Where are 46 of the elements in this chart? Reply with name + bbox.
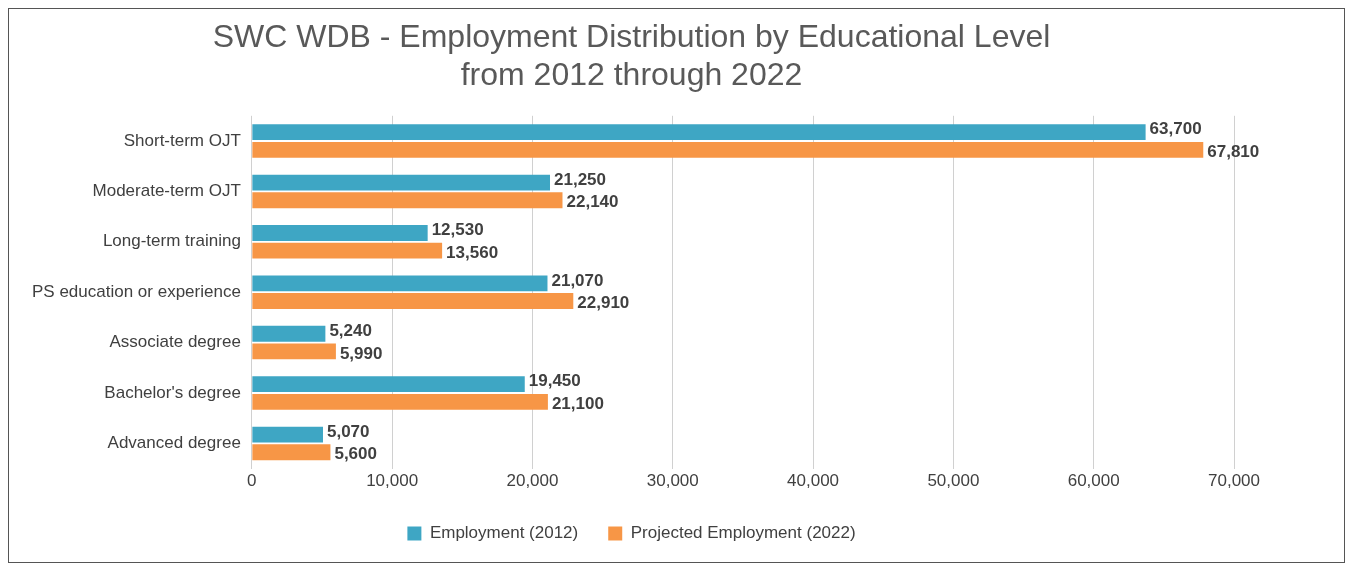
data-label: 12,530 <box>431 220 484 240</box>
bar <box>252 444 331 461</box>
data-label: 22,910 <box>577 293 630 313</box>
bar <box>252 426 323 443</box>
bar <box>252 192 563 209</box>
data-label: 5,990 <box>339 343 383 363</box>
data-label: 21,070 <box>551 270 604 290</box>
x-tick-label: 60,000 <box>1067 471 1120 491</box>
y-tick-label: Long-term training <box>102 231 241 251</box>
x-tick-label: 40,000 <box>787 471 840 491</box>
x-tick-label: 10,000 <box>366 471 419 491</box>
bar <box>252 293 574 309</box>
bar <box>252 376 525 393</box>
x-tick-label: 30,000 <box>646 471 699 491</box>
y-tick-label: Moderate-term OJT <box>92 181 241 201</box>
bar <box>252 124 1146 141</box>
data-label: 21,100 <box>551 394 604 414</box>
bar <box>252 275 548 292</box>
data-label: 19,450 <box>528 371 581 391</box>
data-label: 63,700 <box>1149 119 1202 139</box>
legend-label: Employment (2012) <box>429 523 579 543</box>
x-tick-label: 20,000 <box>506 471 559 491</box>
x-tick-label: 70,000 <box>1208 471 1260 491</box>
data-label: 5,240 <box>329 320 372 340</box>
data-label: 22,140 <box>566 192 619 212</box>
chart-title: SWC WDB - Employment Distribution by Educational Level from 2012 through 2022 <box>212 18 1051 93</box>
x-tick-label: 0 <box>247 471 257 491</box>
y-tick-label: Short-term OJT <box>123 130 241 150</box>
bar <box>252 325 326 342</box>
y-tick-label: Associate degree <box>109 332 241 352</box>
data-label: 13,560 <box>446 242 499 262</box>
bar <box>252 393 548 410</box>
y-tick-label: Bachelor's degree <box>104 382 241 402</box>
y-tick-label: Advanced degree <box>107 433 241 453</box>
data-label: 67,810 <box>1207 142 1260 162</box>
data-label: 5,070 <box>326 421 370 441</box>
bar <box>252 141 1204 158</box>
x-tick-label: 50,000 <box>927 471 980 491</box>
bar <box>252 174 551 191</box>
data-label: 21,250 <box>554 169 607 189</box>
legend-label: Projected Employment (2022) <box>630 523 856 543</box>
bar <box>252 225 428 241</box>
y-tick-label: PS education or experience <box>32 281 241 301</box>
bar <box>252 343 336 360</box>
bar <box>252 242 443 259</box>
data-label: 5,600 <box>334 444 377 464</box>
